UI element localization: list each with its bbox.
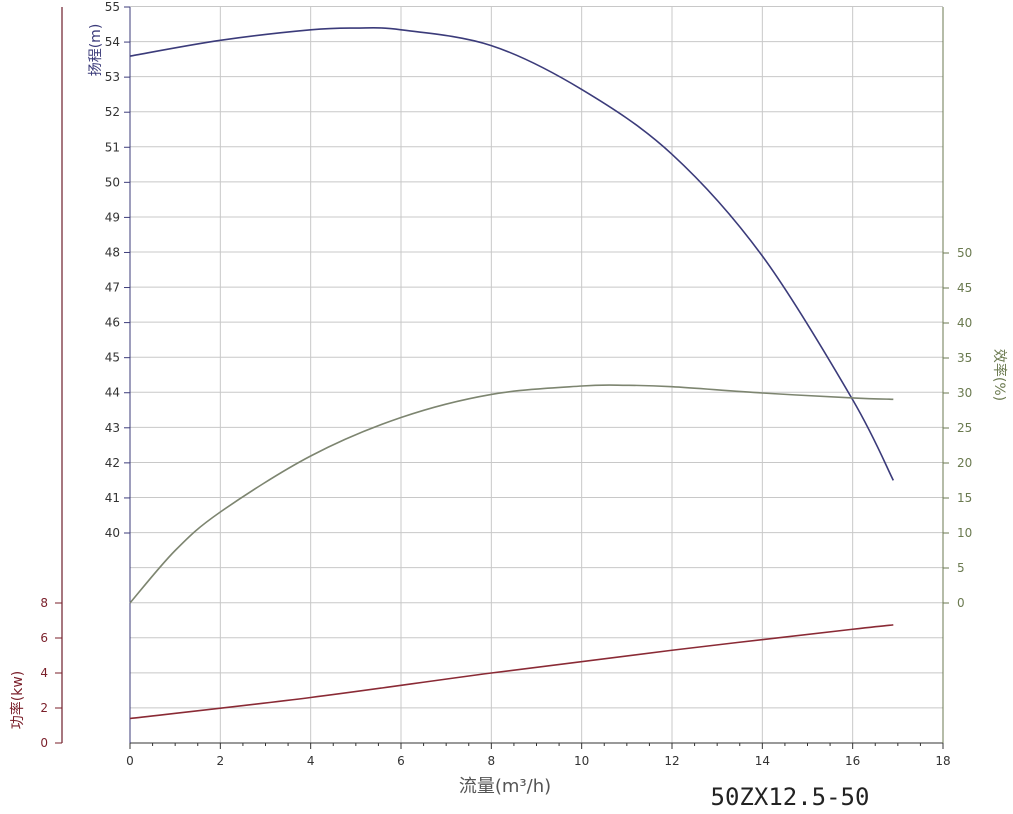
x-tick-label: 0 (126, 754, 134, 768)
x-axis-label: 流量(m³/h) (459, 776, 551, 797)
head-tick-label: 48 (105, 245, 120, 259)
x-tick-label: 2 (217, 754, 225, 768)
axes: 0 2 4 6 8 10 12 14 16 184041424344454647484950515… (40, 0, 972, 768)
head-tick-label: 50 (105, 175, 120, 189)
head-tick-label: 47 (105, 281, 120, 295)
efficiency-tick-label: 50 (957, 246, 972, 260)
x-tick-label: 4 (307, 754, 315, 768)
x-tick-label: 12 (664, 754, 679, 768)
efficiency-tick-label: 40 (957, 316, 972, 330)
power-tick-label: 2 (40, 701, 48, 715)
x-tick-label: 16 (845, 754, 860, 768)
head-tick-label: 52 (105, 105, 120, 119)
head-tick-label: 51 (105, 140, 120, 154)
head-tick-label: 44 (105, 386, 120, 400)
efficiency-tick-label: 15 (957, 491, 972, 505)
efficiency-tick-label: 25 (957, 421, 972, 435)
head-tick-label: 46 (105, 316, 120, 330)
head-tick-label: 55 (105, 0, 120, 14)
efficiency-tick-label: 35 (957, 351, 972, 365)
head-tick-label: 42 (105, 456, 120, 470)
head-tick-label: 45 (105, 351, 120, 365)
efficiency-tick-label: 45 (957, 281, 972, 295)
power-tick-label: 4 (40, 666, 48, 680)
x-tick-label: 18 (935, 754, 950, 768)
power-curve (129, 624, 894, 720)
x-tick-label: 8 (488, 754, 496, 768)
x-tick-label: 10 (574, 754, 589, 768)
x-tick-label: 6 (397, 754, 405, 768)
x-tick-label: 14 (755, 754, 770, 768)
efficiency-curve (129, 384, 894, 604)
power-tick-label: 6 (40, 631, 48, 645)
head-tick-label: 49 (105, 210, 120, 224)
efficiency-axis-label: 效率(%) (991, 349, 1008, 401)
head-tick-label: 54 (105, 35, 120, 49)
head-axis-label: 扬程(m) (88, 24, 104, 77)
efficiency-tick-label: 5 (957, 561, 965, 575)
efficiency-tick-label: 0 (957, 596, 965, 610)
head-tick-label: 53 (105, 70, 120, 84)
power-tick-label: 0 (40, 736, 48, 750)
efficiency-tick-label: 30 (957, 386, 972, 400)
head-curve (129, 27, 895, 481)
model-label: 50ZX12.5-50 (711, 783, 870, 811)
head-tick-label: 41 (105, 491, 120, 505)
efficiency-tick-label: 20 (957, 456, 972, 470)
head-tick-label: 40 (105, 526, 120, 540)
head-tick-label: 43 (105, 421, 120, 435)
power-axis-label: 功率(kw) (9, 671, 26, 729)
efficiency-tick-label: 10 (957, 526, 972, 540)
power-tick-label: 8 (40, 596, 48, 610)
series-lines (129, 27, 895, 720)
